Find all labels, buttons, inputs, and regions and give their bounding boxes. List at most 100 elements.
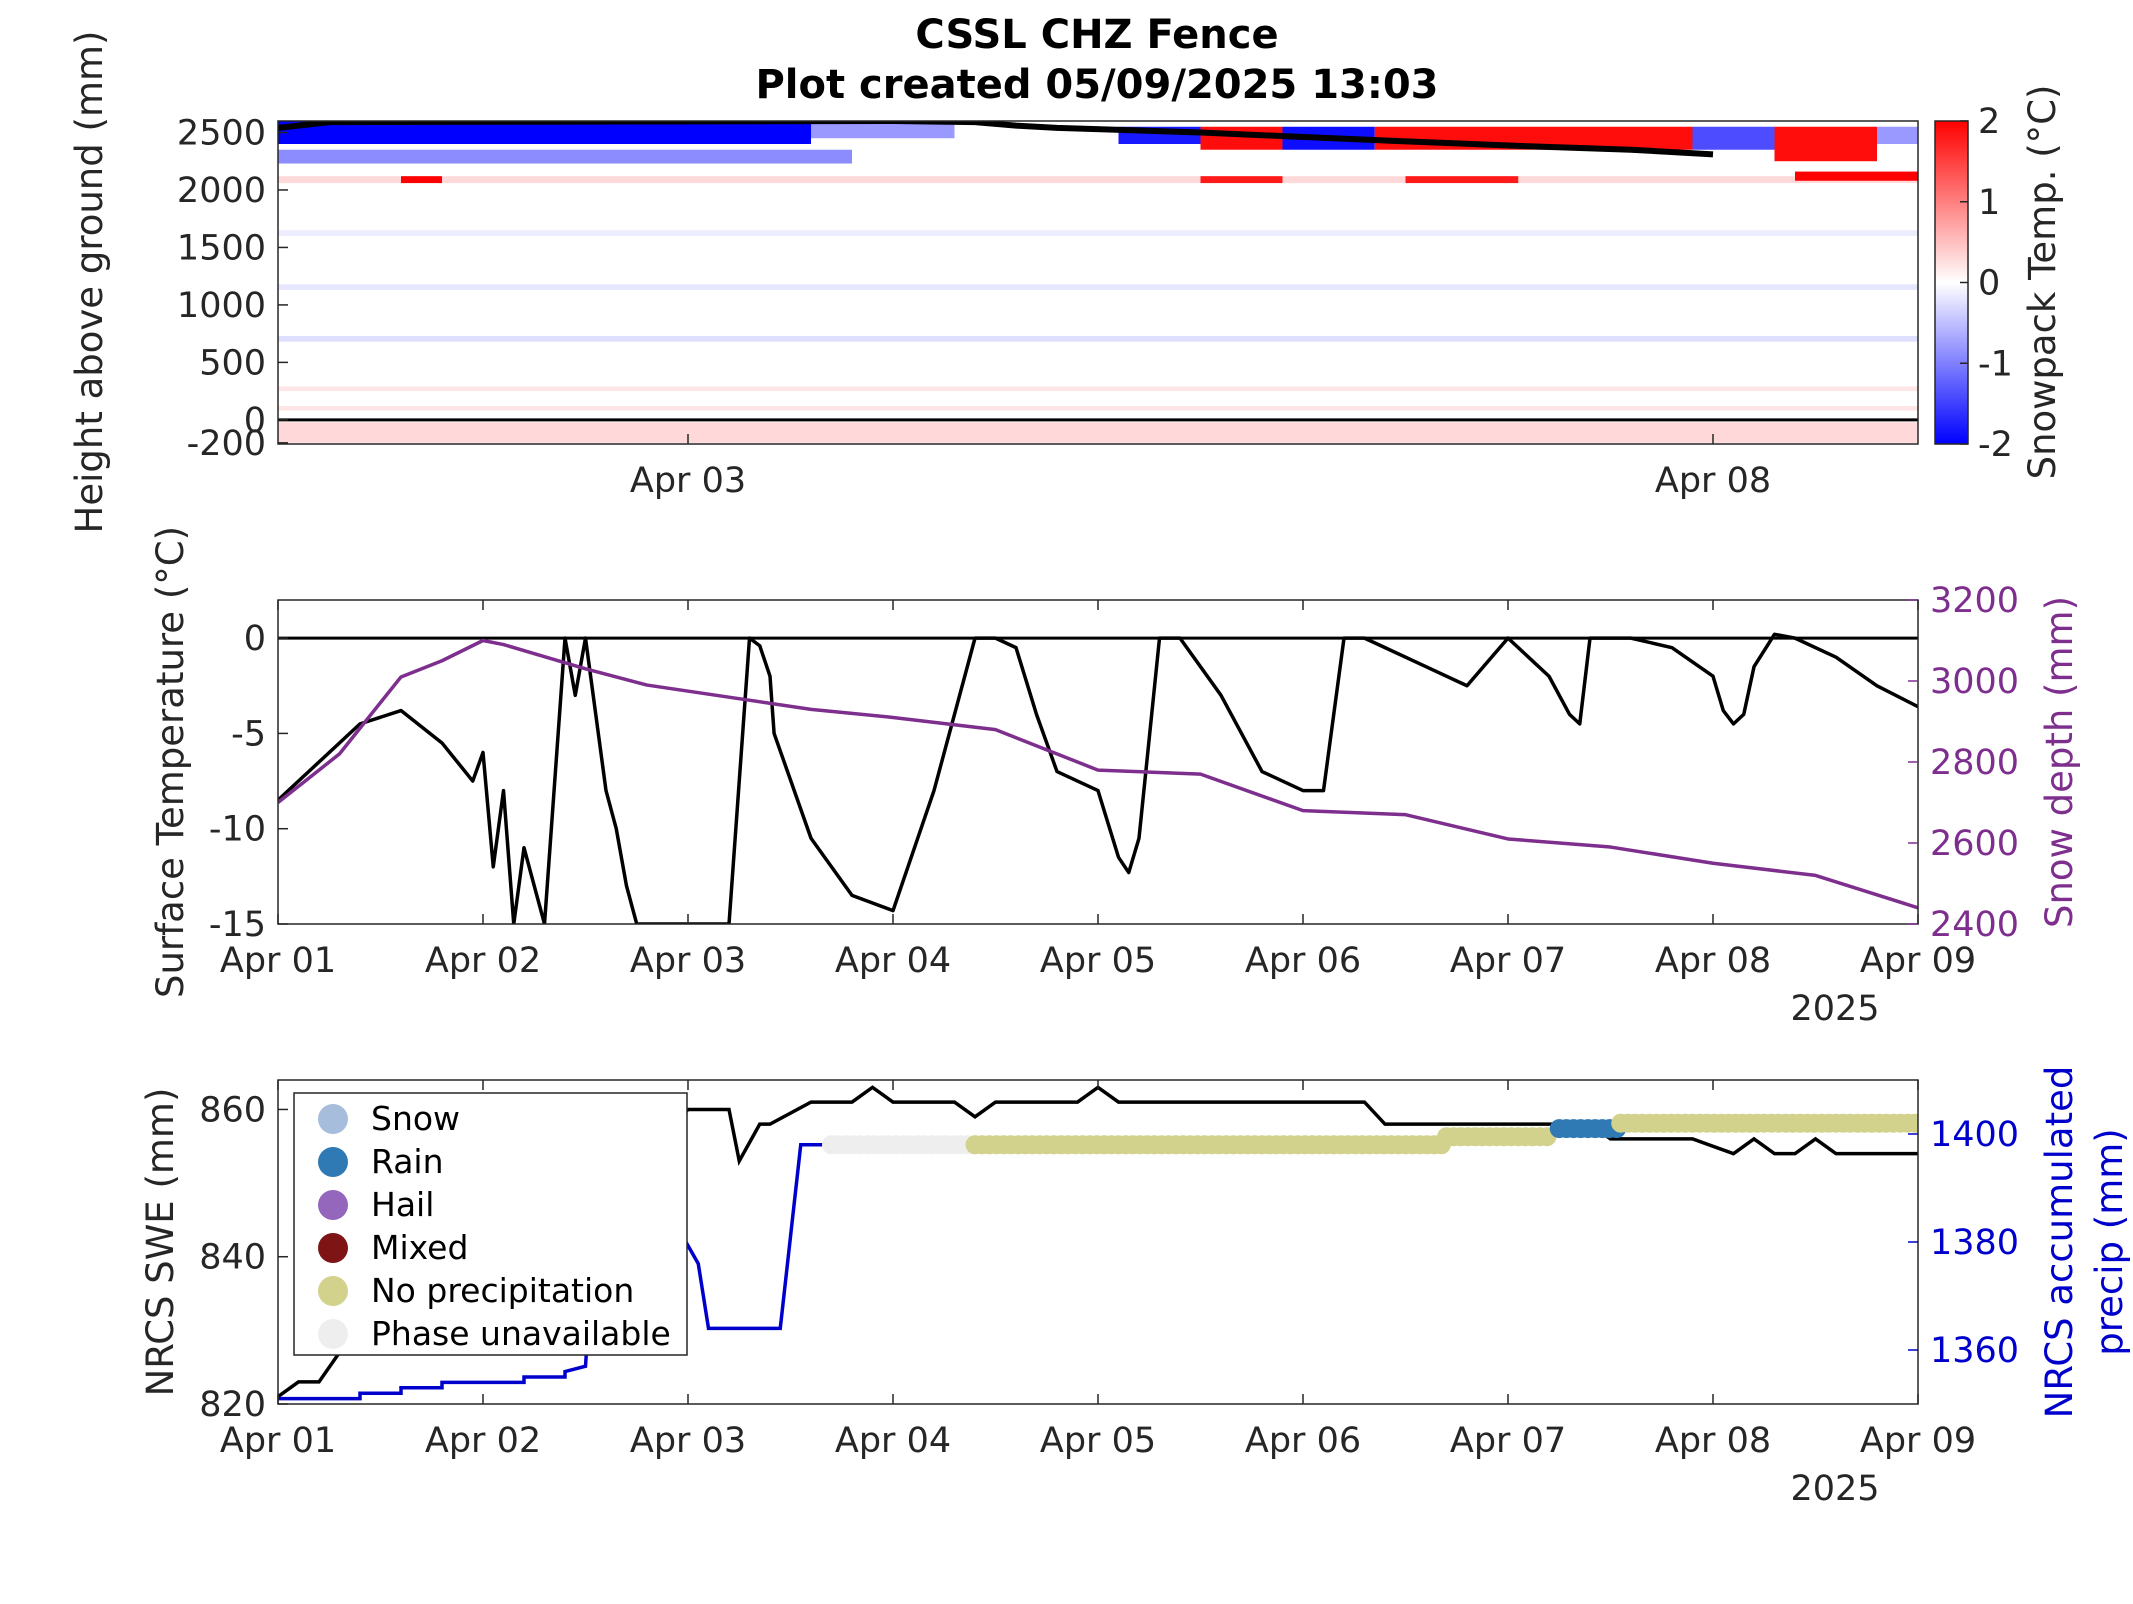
temperature-xtick-label: Apr 05 — [1040, 941, 1156, 981]
legend-marker — [318, 1104, 348, 1134]
swe-xtick-label: Apr 03 — [630, 1421, 746, 1461]
phase-marker — [1905, 1113, 1918, 1133]
legend-label: Mixed — [371, 1228, 468, 1267]
swe-ticks: 820 840 860 1360 1380 1400 Apr 01 Apr 02 Apr 03 A… — [199, 1080, 2019, 1461]
temperature-ytick-label: -10 — [209, 810, 266, 850]
snow-depth-ytick-label: 2600 — [1930, 824, 2019, 864]
legend-label: Snow — [371, 1099, 460, 1138]
heatmap-cell — [1692, 126, 1775, 150]
heatmap-cell — [278, 335, 1918, 342]
snow-depth-ylabel: Snow depth (mm) — [2038, 596, 2081, 928]
swe-ylabel: NRCS SWE (mm) — [139, 1088, 182, 1397]
heatmap-xtick-label: Apr 03 — [630, 461, 746, 501]
temperature-xtick-label: Apr 02 — [425, 941, 541, 981]
legend-marker — [318, 1276, 348, 1306]
temperature-xtick-label: Apr 07 — [1450, 941, 1566, 981]
heatmap-plot-area — [278, 121, 1918, 444]
heatmap-ytick-label: 0 — [244, 401, 266, 441]
snow-depth-ytick-label: 3200 — [1930, 581, 2019, 621]
temperature-ytick-label: -5 — [231, 714, 266, 754]
temperature-ticks: -15 -10 -5 0 2400 2600 2800 3000 3200 Apr 01 Apr 0… — [209, 581, 2019, 981]
precip-ytick-label: 1360 — [1930, 1331, 2019, 1371]
snow-depth-ytick-label: 2400 — [1930, 905, 2019, 945]
colorbar-tick-label: 2 — [1978, 102, 2000, 142]
surface-temperature-line — [278, 632, 1918, 924]
temperature-ytick-label: -15 — [209, 905, 266, 945]
legend-marker — [318, 1147, 348, 1177]
swe-xtick-label: Apr 02 — [425, 1421, 541, 1461]
swe-xtick-label: Apr 07 — [1450, 1421, 1566, 1461]
swe-xtick-label: Apr 09 — [1860, 1421, 1976, 1461]
heatmap-cell — [278, 386, 1918, 392]
swe-ytick-label: 860 — [199, 1090, 266, 1130]
heatmap-frame — [277, 120, 1919, 445]
heatmap-cell — [278, 230, 1918, 236]
temperature-year-label: 2025 — [1790, 989, 1879, 1029]
legend-label: Hail — [371, 1185, 434, 1224]
snow-depth-ytick-label: 3000 — [1930, 662, 2019, 702]
heatmap-cell — [1877, 126, 1918, 144]
temperature-series — [278, 632, 1918, 924]
figure-title-line1: CSSL CHZ Fence — [915, 12, 1278, 58]
swe-xtick-label: Apr 05 — [1040, 1421, 1156, 1461]
heatmap-xtick-label: Apr 08 — [1655, 461, 1771, 501]
heatmap-cell — [278, 149, 852, 164]
swe-xtick-label: Apr 01 — [220, 1421, 336, 1461]
swe-xtick-label: Apr 08 — [1655, 1421, 1771, 1461]
legend-marker — [318, 1319, 348, 1349]
colorbar-tick-label: 1 — [1978, 183, 2000, 223]
accumulated-precip-line — [278, 1143, 893, 1401]
temperature-plot-area — [278, 600, 1918, 924]
precip-ylabel-line2: precip (mm) — [2088, 1128, 2131, 1355]
heatmap-ticks: -2000 500 1000 1500 2000 2500 Apr 03 Apr 08 — [177, 113, 1771, 501]
heatmap-ylabel: Height above ground (mm) — [68, 31, 111, 534]
temperature-ytick-label: 0 — [244, 619, 266, 659]
heatmap-cell — [278, 422, 1918, 443]
surface-temperature-chart: -15 -10 -5 0 2400 2600 2800 3000 3200 Apr 01 Apr 0… — [149, 526, 2081, 1029]
swe-series — [278, 1085, 1918, 1401]
nrcs-swe-chart: 820 840 860 1360 1380 1400 Apr 01 Apr 02 Apr 03 A… — [139, 1066, 2131, 1509]
legend-label: No precipitation — [371, 1271, 634, 1310]
heatmap-ytick-label: 1500 — [177, 228, 266, 268]
temperature-ylabel: Surface Temperature (°C) — [149, 526, 192, 998]
colorbar-tick-label: 0 — [1978, 264, 2000, 304]
heatmap-ytick-label: 500 — [199, 343, 266, 383]
heatmap-cell — [1200, 176, 1283, 184]
heatmap-cell — [1405, 176, 1519, 184]
swe-ytick-label: 820 — [199, 1385, 266, 1425]
precip-ylabel-line1: NRCS accumulated — [2038, 1066, 2081, 1419]
colorbar-label: Snowpack Temp. (°C) — [2021, 85, 2064, 480]
heatmap-cell — [278, 406, 1918, 411]
legend-marker — [318, 1233, 348, 1263]
heatmap-cell — [278, 176, 1918, 184]
legend-label: Rain — [371, 1142, 444, 1181]
colorbar-ticks: 2 1 0 -1 -2 — [1960, 102, 2013, 465]
colorbar-tick-label: -1 — [1978, 344, 2013, 384]
heatmap-cell — [1774, 126, 1877, 162]
snow-depth-ytick-label: 2800 — [1930, 743, 2019, 783]
figure-title-line2: Plot created 05/09/2025 13:03 — [755, 62, 1438, 108]
temperature-xtick-label: Apr 09 — [1860, 941, 1976, 981]
heatmap-cell — [811, 121, 955, 139]
heatmap-ytick-label: 2500 — [177, 113, 266, 153]
legend-marker — [318, 1190, 348, 1220]
colorbar-tick-label: -2 — [1978, 425, 2013, 465]
heatmap-cell — [278, 284, 1918, 290]
precip-ytick-label: 1380 — [1930, 1223, 2019, 1263]
snow-depth-line — [278, 638, 1918, 910]
phase-legend: Snow Rain Hail Mixed No precipitation Phase u… — [293, 1092, 688, 1356]
precip-ytick-label: 1400 — [1930, 1115, 2019, 1155]
legend-label: Phase unavailable — [371, 1314, 671, 1353]
heatmap-cell — [401, 176, 442, 184]
swe-ytick-label: 840 — [199, 1238, 266, 1278]
heatmap-cell — [278, 121, 811, 144]
temperature-xtick-label: Apr 06 — [1245, 941, 1361, 981]
heatmap-ytick-label: 1000 — [177, 286, 266, 326]
swe-xtick-label: Apr 06 — [1245, 1421, 1361, 1461]
swe-xtick-label: Apr 04 — [835, 1421, 951, 1461]
heatmap-ytick-label: 2000 — [177, 171, 266, 211]
heatmap-ytick-label: -200 — [187, 424, 266, 464]
